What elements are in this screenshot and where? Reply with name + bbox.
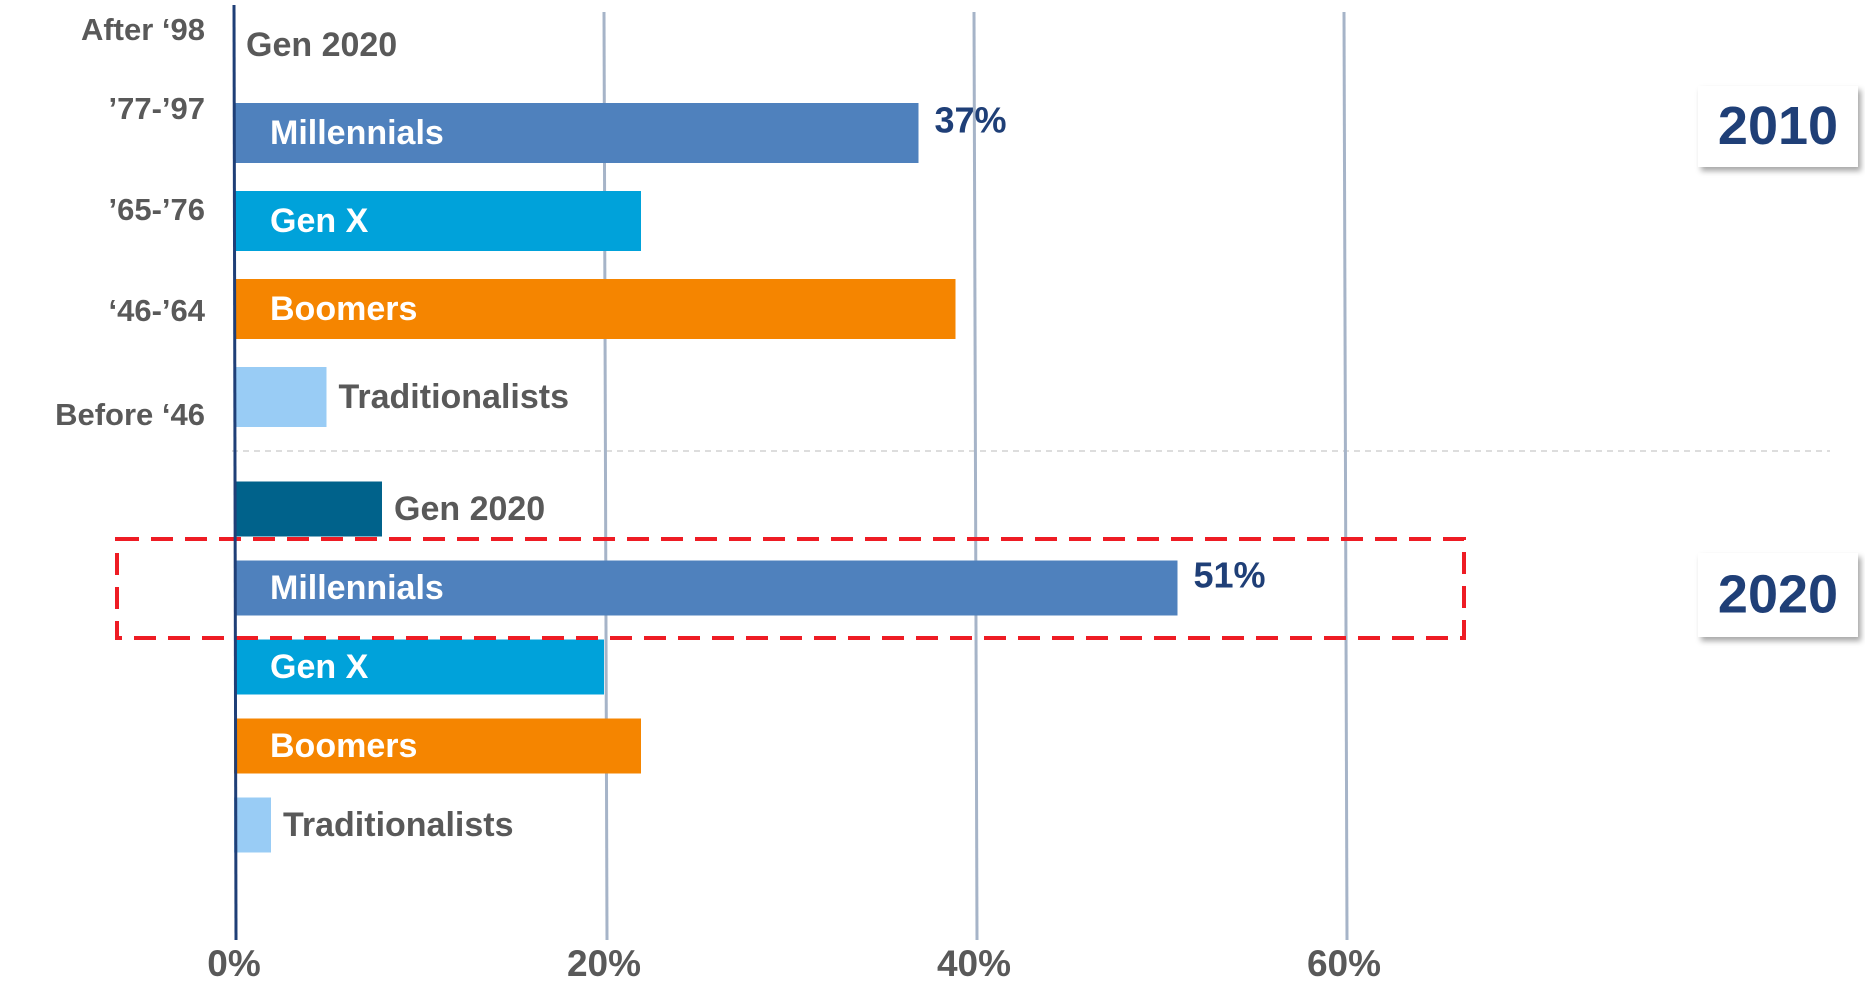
category-label: Boomers (270, 290, 417, 328)
grid-line (1342, 11, 1349, 941)
birth-year-label: ’65-’76 (108, 192, 205, 227)
bar (234, 103, 919, 163)
x-tick-label: 20% (567, 943, 641, 984)
category-label: Boomers (270, 727, 417, 765)
birth-year-label: ‘46-’64 (108, 293, 205, 328)
category-label: Millennials (270, 569, 444, 607)
bars (234, 103, 1178, 853)
category-label: Gen X (270, 648, 369, 686)
category-label: Traditionalists (283, 806, 514, 844)
bar (234, 191, 641, 251)
birth-year-label: Before ‘46 (55, 397, 205, 432)
category-label: Millennials (270, 114, 444, 152)
value-label: 37% (935, 100, 1007, 141)
birth-year-label: ’77-’97 (108, 91, 205, 126)
zero-axis (232, 4, 238, 941)
category-label: Gen 2020 (394, 490, 545, 528)
category-label: Gen X (270, 202, 369, 240)
bar (234, 367, 327, 427)
bar (234, 639, 604, 695)
grid-line (972, 11, 979, 941)
birth-year-label: After ‘98 (81, 12, 205, 47)
bar (234, 718, 641, 774)
bar (234, 279, 956, 339)
x-tick-label: 0% (207, 943, 260, 984)
group-label: 2020 (1718, 564, 1838, 624)
x-tick-label: 40% (937, 943, 1011, 984)
highlight-box (115, 537, 1466, 640)
category-label: Traditionalists (339, 378, 570, 416)
bar (234, 560, 1178, 616)
group-box (1698, 553, 1858, 637)
grid-line (602, 11, 609, 941)
grid (602, 11, 1349, 941)
group-label: 2010 (1718, 96, 1838, 156)
x-tick-label: 60% (1307, 943, 1381, 984)
category-label: Gen 2020 (246, 26, 397, 64)
value-label: 51% (1194, 555, 1266, 596)
bar (234, 481, 382, 537)
bar (234, 797, 271, 853)
group-box (1698, 86, 1858, 167)
